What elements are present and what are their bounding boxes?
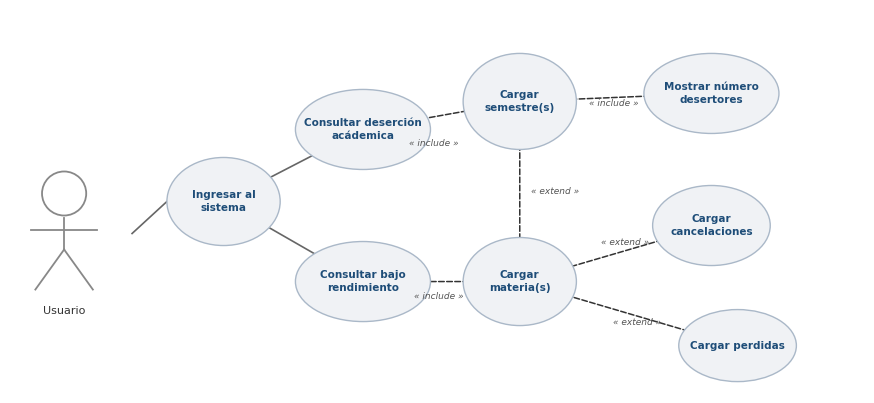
Text: Cargar perdidas: Cargar perdidas [690, 341, 785, 351]
Ellipse shape [679, 310, 796, 382]
Ellipse shape [167, 158, 281, 245]
Ellipse shape [295, 241, 431, 322]
Text: Consultar deserción
acádemica: Consultar deserción acádemica [304, 118, 422, 141]
Ellipse shape [644, 54, 779, 133]
Ellipse shape [463, 237, 576, 326]
Ellipse shape [653, 185, 770, 266]
Text: « extend »: « extend » [531, 187, 579, 196]
Text: Cargar
semestre(s): Cargar semestre(s) [485, 90, 555, 113]
Ellipse shape [295, 89, 431, 170]
Text: « include »: « include » [589, 99, 639, 108]
Text: Mostrar número
desertores: Mostrar número desertores [664, 82, 759, 105]
Text: « include »: « include » [414, 292, 463, 301]
Text: Ingresar al
sistema: Ingresar al sistema [191, 190, 255, 213]
Text: « include »: « include » [409, 139, 458, 148]
Text: Consultar bajo
rendimiento: Consultar bajo rendimiento [320, 270, 406, 293]
Text: « extend »: « extend » [601, 238, 649, 247]
Text: Cargar
materia(s): Cargar materia(s) [489, 270, 551, 293]
Text: « extend »: « extend » [614, 318, 662, 327]
Text: Cargar
cancelaciones: Cargar cancelaciones [670, 214, 753, 237]
Ellipse shape [463, 54, 576, 150]
Text: Usuario: Usuario [43, 305, 86, 316]
